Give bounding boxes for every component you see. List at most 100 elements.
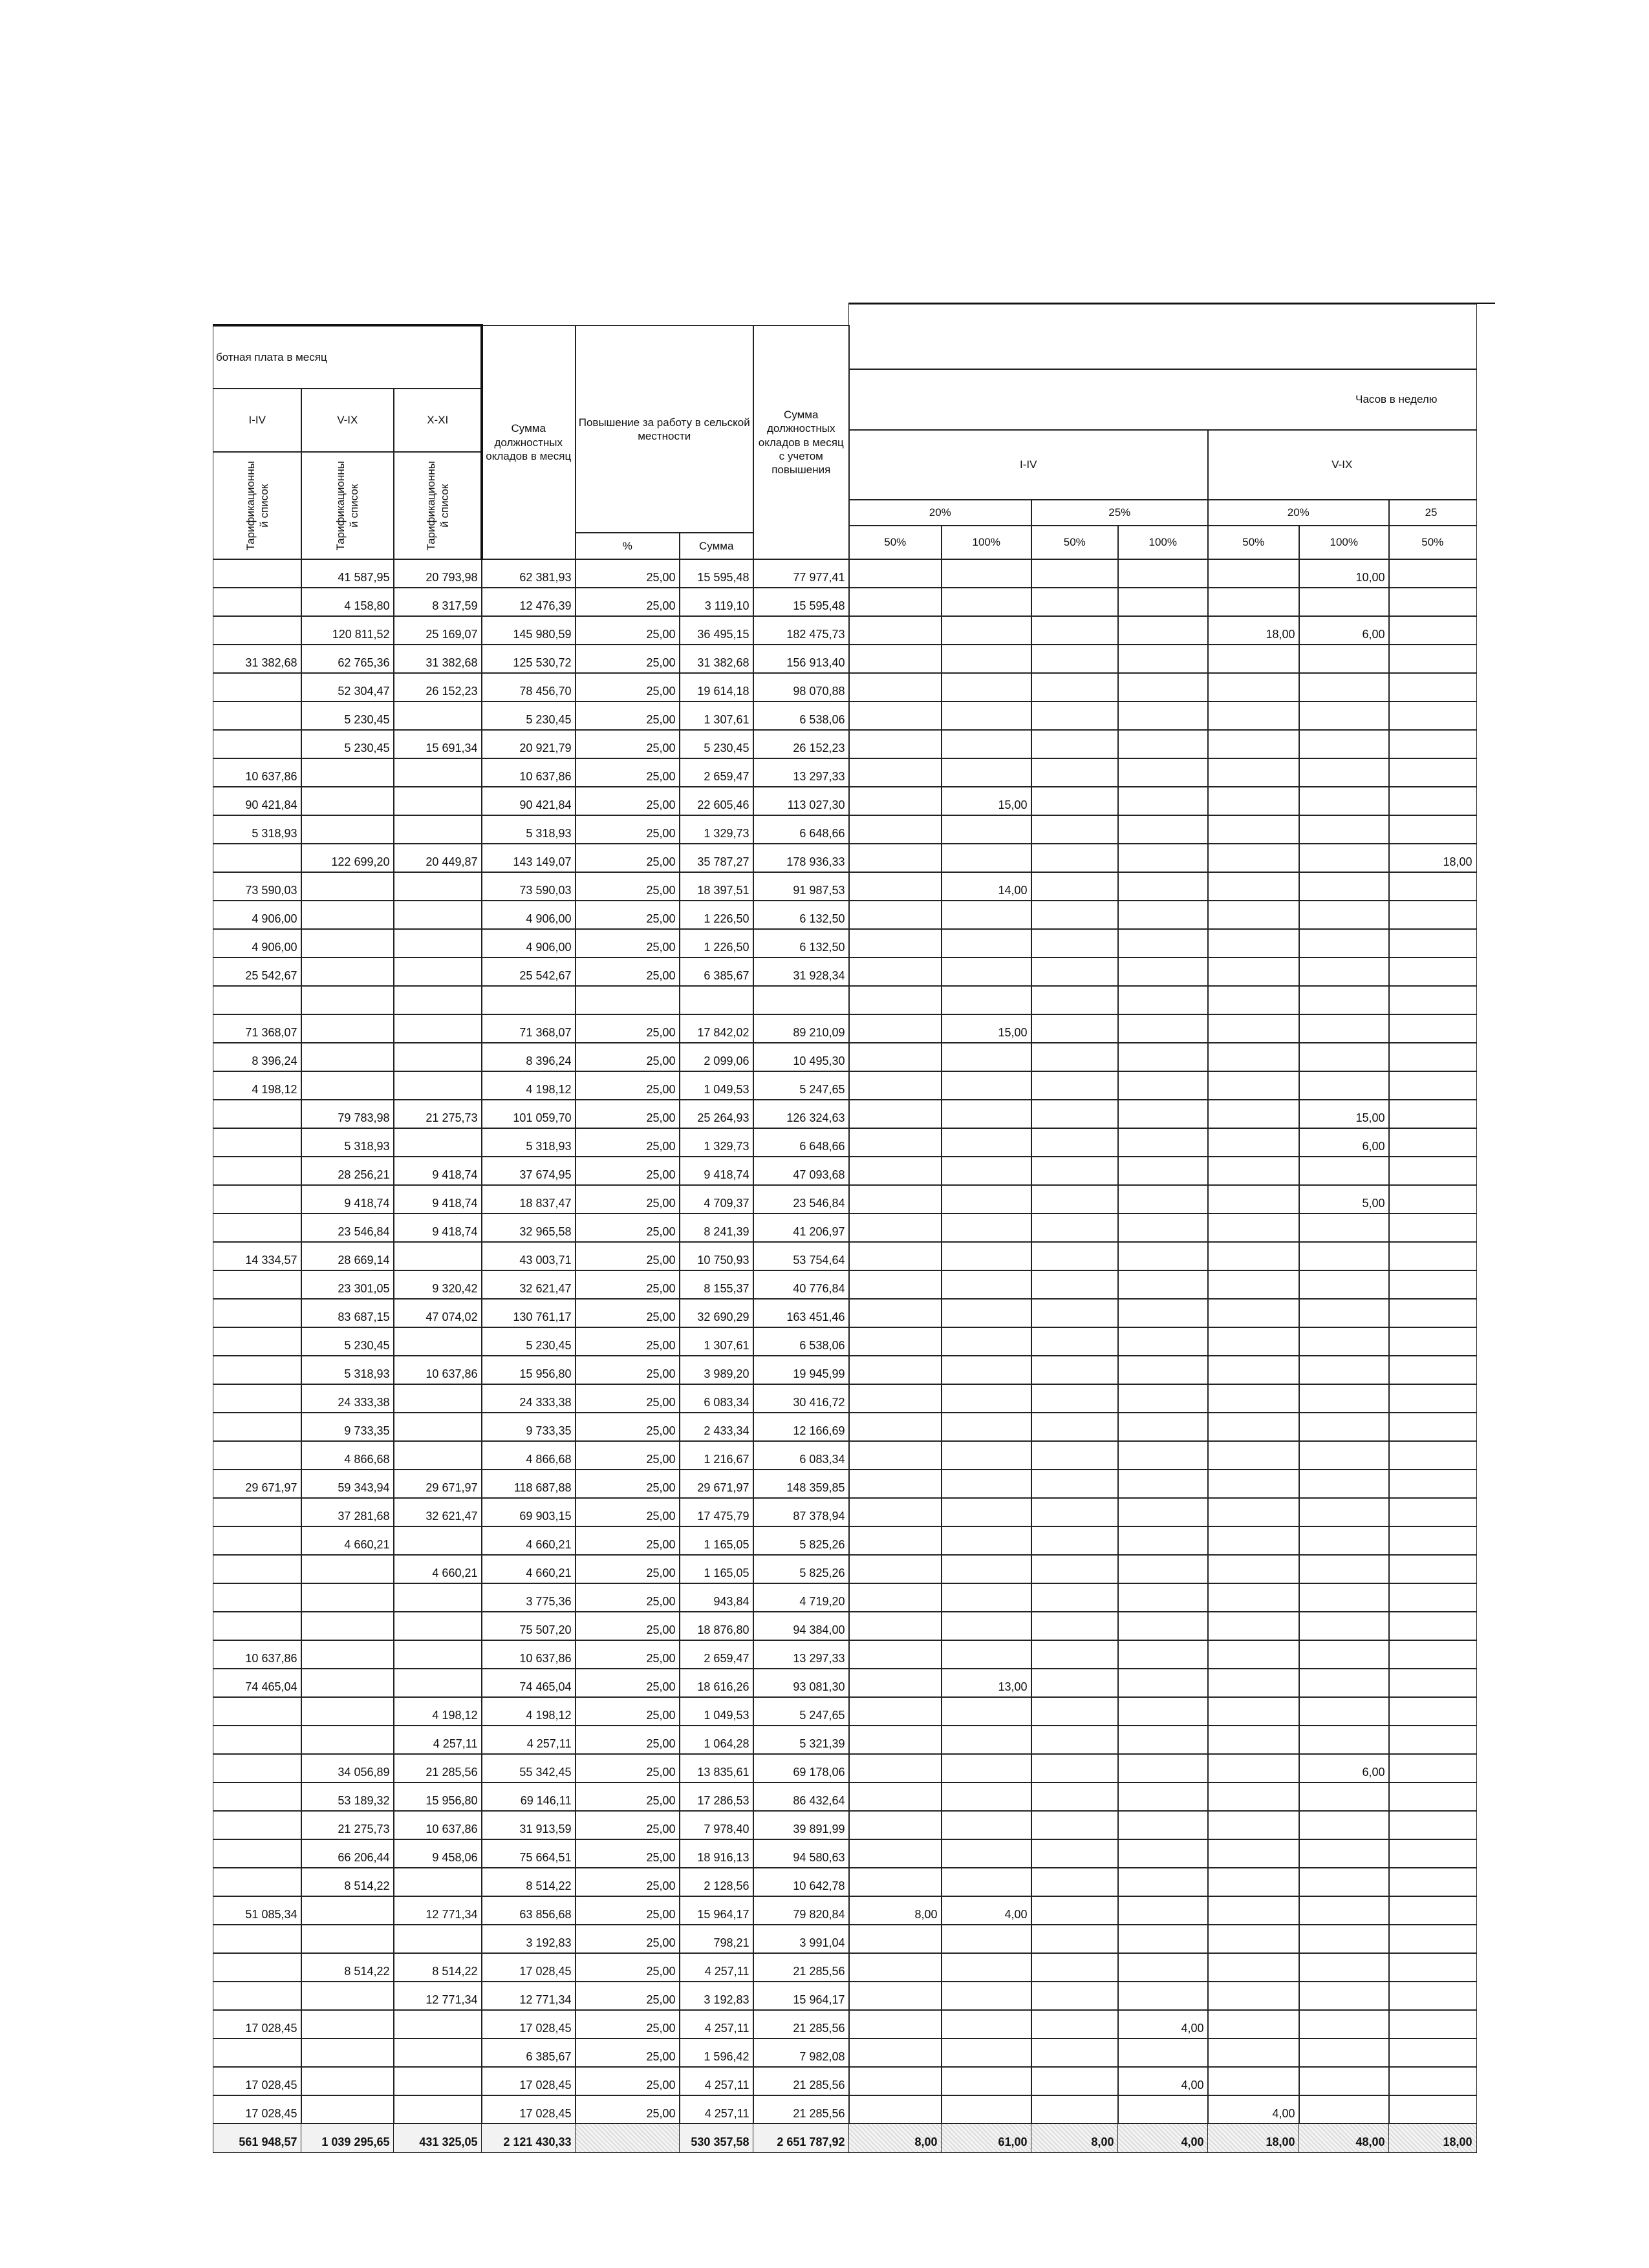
cell-text: 25,00	[646, 1026, 676, 1039]
table-cell: 25 542,67	[213, 957, 302, 987]
table-cell	[941, 615, 1032, 645]
table-cell	[848, 1042, 942, 1072]
cell-text: 25,00	[646, 1168, 676, 1181]
table-cell: 94 580,63	[753, 1839, 850, 1868]
table-cell	[1299, 928, 1390, 958]
total-cell: 4,00	[1117, 2123, 1209, 2153]
table-cell	[941, 900, 1032, 930]
table-cell	[1207, 1497, 1300, 1527]
table-cell	[941, 1184, 1032, 1214]
table-cell	[1031, 1241, 1119, 1271]
table-cell	[1031, 672, 1119, 702]
cell-text: 87 378,94	[793, 1510, 845, 1523]
table-cell	[1117, 1213, 1209, 1243]
cell-text: 28 669,14	[338, 1254, 390, 1267]
table-cell: 4 660,21	[481, 1526, 576, 1556]
header-cell: 20%	[848, 499, 1032, 526]
table-cell: 21 285,56	[753, 2095, 850, 2124]
cell-text: 25,00	[646, 1282, 676, 1295]
cell-text: 25,00	[646, 798, 676, 811]
table-cell	[1031, 729, 1119, 759]
cell-text: 4 660,21	[432, 1567, 478, 1579]
table-cell	[301, 1042, 394, 1072]
table-cell	[1031, 1981, 1119, 2011]
table-cell	[1117, 2038, 1209, 2068]
header-cell: Тарификационны й список	[393, 451, 482, 560]
table-cell	[1388, 872, 1477, 901]
cell-text: 2 121 430,33	[503, 2135, 572, 2148]
table-cell	[941, 1981, 1032, 2011]
cell-text: 5 318,93	[526, 827, 572, 840]
table-cell: 5 230,45	[481, 701, 576, 731]
table-cell	[1031, 928, 1119, 958]
table-cell: 6 538,06	[753, 701, 850, 731]
cell-text: 3 991,04	[799, 1936, 845, 1949]
cell-text: 74 465,04	[245, 1680, 297, 1693]
table-cell	[1207, 1241, 1300, 1271]
table-cell	[1207, 1213, 1300, 1243]
cell-text: 21 275,73	[426, 1111, 478, 1124]
table-cell: 25,00	[575, 1327, 680, 1356]
cell-text: 17 028,45	[519, 2079, 572, 2091]
table-cell	[941, 1241, 1032, 1271]
header-cell: X-XI	[393, 388, 482, 453]
table-cell	[1031, 1184, 1119, 1214]
table-cell: 18 876,80	[679, 1611, 754, 1641]
table-cell: 59 343,94	[301, 1469, 394, 1499]
table-cell: 8 396,24	[481, 1042, 576, 1072]
cell-text: 15 595,48	[793, 599, 845, 612]
table-cell	[213, 1981, 302, 2011]
table-cell	[1299, 758, 1390, 787]
table-cell: 90 421,84	[481, 786, 576, 816]
table-cell	[1388, 1696, 1477, 1726]
cell-text: 10 637,86	[519, 1652, 572, 1665]
total-cell: 2 121 430,33	[481, 2123, 576, 2153]
cell-text: Тарификационны й список	[424, 460, 451, 550]
table-cell: 73 590,03	[481, 872, 576, 901]
table-cell	[1031, 587, 1119, 617]
table-cell	[941, 1355, 1032, 1385]
cell-text: 6 083,34	[704, 1396, 749, 1409]
cell-text: 4 906,00	[526, 912, 572, 925]
cell-text: 15 956,80	[519, 1367, 572, 1380]
table-cell	[1031, 1782, 1119, 1812]
table-cell: 17 028,45	[481, 2095, 576, 2124]
table-cell	[753, 985, 850, 1015]
table-cell: 1 226,50	[679, 928, 754, 958]
cell-text: 25%	[1108, 506, 1131, 519]
table-cell	[1207, 1099, 1300, 1129]
table-cell	[213, 2038, 302, 2068]
cell-text: 98 070,88	[793, 685, 845, 698]
cell-text: 25,00	[646, 1623, 676, 1636]
table-cell: 5 825,26	[753, 1526, 850, 1556]
table-cell	[941, 1497, 1032, 1527]
table-cell	[1299, 1867, 1390, 1897]
table-cell	[1299, 1839, 1390, 1868]
table-cell	[1031, 1839, 1119, 1868]
table-cell: 29 671,97	[393, 1469, 482, 1499]
table-cell	[1388, 1128, 1477, 1157]
table-cell: 4 866,68	[481, 1440, 576, 1470]
table-cell	[1299, 1440, 1390, 1470]
cell-text: 120 811,52	[332, 628, 390, 641]
table-cell: 25,00	[575, 815, 680, 844]
table-cell: 28 669,14	[301, 1241, 394, 1271]
table-cell: 71 368,07	[213, 1014, 302, 1043]
cell-text: 2 659,47	[704, 770, 749, 783]
table-cell: 2 128,56	[679, 1867, 754, 1897]
table-cell: 3 991,04	[753, 1924, 850, 1954]
table-cell: 21 275,73	[393, 1099, 482, 1129]
table-cell	[848, 1668, 942, 1698]
table-cell: 9 418,74	[679, 1156, 754, 1186]
cell-text: 6 132,50	[799, 912, 845, 925]
table-cell	[941, 1782, 1032, 1812]
table-cell	[679, 985, 754, 1015]
table-cell	[848, 1583, 942, 1612]
cell-text: 2 651 787,92	[777, 2135, 845, 2148]
table-cell	[1299, 1042, 1390, 1072]
cell-text: 20%	[929, 506, 951, 519]
table-cell	[213, 1725, 302, 1755]
table-cell	[1117, 1184, 1209, 1214]
cell-text: 15,00	[1355, 1111, 1385, 1124]
table-cell: 5,00	[1299, 1184, 1390, 1214]
